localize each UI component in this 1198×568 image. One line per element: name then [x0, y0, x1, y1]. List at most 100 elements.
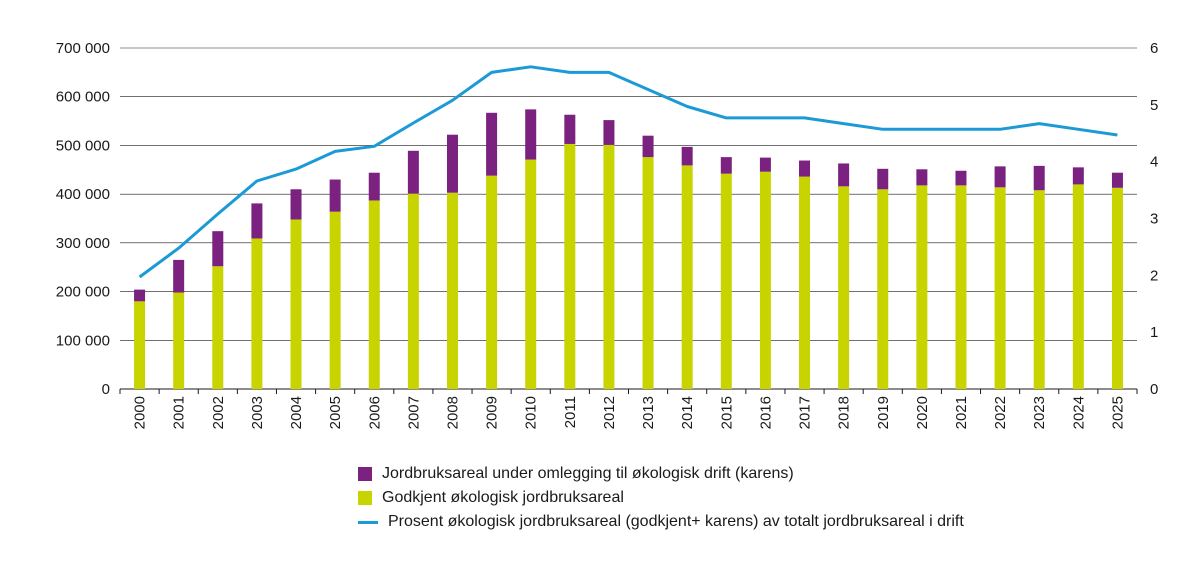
bars [134, 109, 1123, 389]
bar-karens [212, 231, 224, 267]
y2-tick-label: 5 [1150, 97, 1158, 114]
bar-karens [799, 160, 811, 177]
bar-godkjent [368, 200, 380, 389]
gridlines [120, 47, 1137, 390]
x-tick-label: 2018 [836, 396, 853, 429]
bar-godkjent [994, 187, 1006, 389]
y-tick-label: 0 [102, 381, 110, 398]
y-tick-label: 300 000 [56, 235, 110, 252]
percent-line-swatch [358, 520, 378, 524]
bar-karens [603, 120, 615, 145]
bar-karens [564, 114, 576, 144]
y-tick-label: 700 000 [56, 40, 110, 57]
bar-karens [1072, 167, 1084, 185]
bar-godkjent [720, 173, 732, 389]
x-tick-label: 2010 [523, 396, 540, 429]
bar-karens [368, 172, 380, 201]
bar-godkjent [1072, 184, 1084, 389]
x-tick-label: 2020 [914, 396, 931, 429]
legend-label-percent: Prosent økologisk jordbruksareal (godkje… [388, 513, 964, 530]
percent-series-line [138, 65, 1118, 279]
x-tick-label: 2011 [562, 396, 579, 428]
y-tick-label: 200 000 [56, 284, 110, 301]
godkjent-swatch [358, 491, 372, 505]
bar-godkjent [759, 171, 771, 389]
x-tick-label: 2012 [601, 396, 618, 429]
bar-godkjent [603, 144, 615, 389]
bar-karens [681, 146, 693, 166]
y2-tick-label: 4 [1150, 154, 1158, 171]
y-tick-label: 100 000 [56, 332, 110, 349]
x-tick-label: 2004 [288, 396, 305, 429]
legend-label-godkjent: Godkjent økologisk jordbruksareal [382, 489, 624, 506]
bar-karens [916, 169, 928, 186]
x-axis-ticks: 2000 2001 2002 2003 2004 2005 2006 2007 2008 2009… [119, 389, 1138, 429]
x-tick-label: 2025 [1109, 396, 1126, 429]
bar-karens [446, 134, 458, 193]
x-tick-label: 2023 [1031, 396, 1048, 429]
x-tick-label: 2001 [171, 396, 188, 429]
x-tick-label: 2014 [679, 396, 696, 429]
x-tick-label: 2019 [875, 396, 892, 429]
bar-godkjent [212, 266, 224, 389]
bar-godkjent [642, 157, 654, 389]
bar-karens [407, 150, 419, 194]
x-tick-label: 2009 [484, 396, 501, 429]
x-tick-label: 2000 [132, 396, 149, 429]
x-tick-label: 2015 [718, 396, 735, 429]
bar-godkjent [525, 159, 537, 389]
x-tick-label: 2007 [405, 396, 422, 429]
x-tick-label: 2016 [757, 396, 774, 429]
bar-karens [838, 163, 850, 187]
legend: Jordbruksareal under omlegging til økolo… [358, 462, 964, 534]
bar-godkjent [681, 165, 693, 389]
bar-karens [642, 135, 654, 158]
bar-karens [173, 259, 185, 293]
x-tick-label: 2013 [640, 396, 657, 429]
bar-godkjent [407, 193, 419, 389]
bar-karens [1033, 165, 1045, 191]
y2-tick-label: 3 [1150, 211, 1158, 228]
bar-godkjent [1111, 187, 1123, 389]
x-tick-label: 2022 [992, 396, 1009, 429]
bar-godkjent [916, 185, 928, 389]
percent-line [138, 65, 1118, 279]
left-axis-ticks: 0 100 000 200 000 300 000 400 000 500 000 600 … [56, 40, 110, 398]
bar-godkjent [486, 175, 498, 389]
bar-karens [134, 289, 146, 302]
bar-godkjent [173, 292, 185, 389]
bar-karens [251, 203, 263, 239]
y2-tick-label: 2 [1150, 267, 1158, 284]
karens-swatch [358, 467, 372, 481]
y2-tick-label: 6 [1150, 40, 1158, 57]
bar-godkjent [564, 143, 576, 389]
bar-godkjent [955, 185, 967, 389]
bar-karens [955, 170, 967, 186]
bar-karens [329, 179, 341, 212]
legend-label-karens: Jordbruksareal under omlegging til økolo… [382, 465, 794, 482]
y2-tick-label: 1 [1150, 324, 1158, 341]
x-tick-label: 2021 [953, 396, 970, 429]
bar-godkjent [329, 211, 341, 389]
bar-godkjent [877, 189, 889, 389]
legend-item-percent: Prosent økologisk jordbruksareal (godkje… [358, 510, 964, 534]
x-tick-label: 2005 [327, 396, 344, 429]
bar-karens [525, 109, 537, 160]
x-tick-label: 2024 [1070, 396, 1087, 429]
bar-karens [486, 112, 498, 176]
right-axis-ticks: 0 1 2 3 4 5 6 [1150, 40, 1158, 398]
bar-godkjent [838, 186, 850, 389]
y2-tick-label: 0 [1150, 381, 1158, 398]
bar-karens [877, 168, 889, 190]
x-tick-label: 2002 [210, 396, 227, 429]
x-tick-label: 2003 [249, 396, 266, 429]
bar-karens [290, 189, 302, 220]
y-tick-label: 600 000 [56, 89, 110, 106]
bar-godkjent [251, 238, 263, 389]
y-tick-label: 500 000 [56, 137, 110, 154]
x-tick-label: 2006 [366, 396, 383, 429]
y-tick-label: 400 000 [56, 186, 110, 203]
bar-karens [994, 166, 1006, 188]
legend-item-karens: Jordbruksareal under omlegging til økolo… [358, 462, 964, 486]
